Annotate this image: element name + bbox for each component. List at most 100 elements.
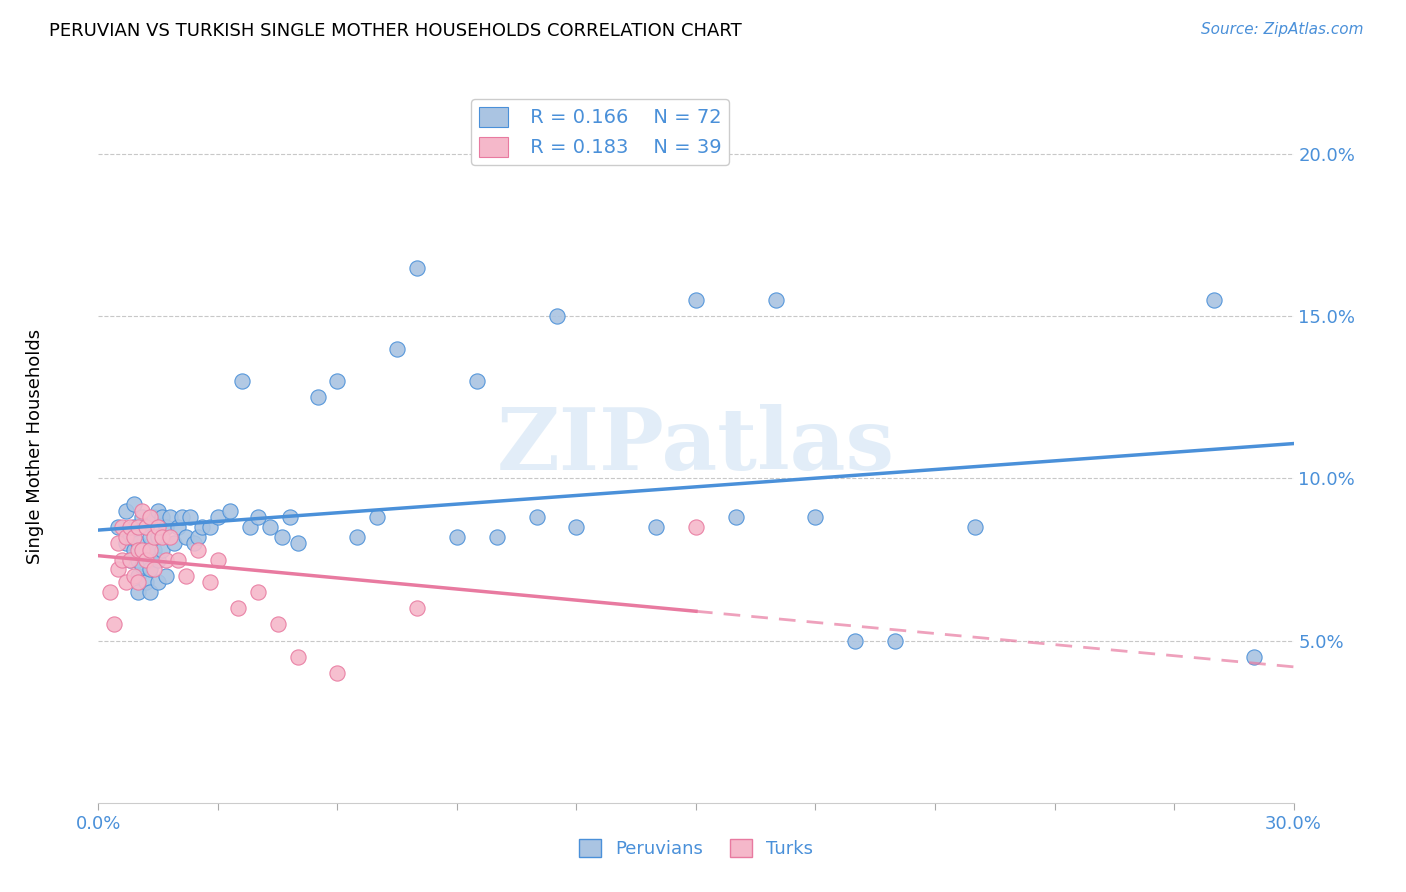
Point bbox=[124, 520, 146, 534]
Point bbox=[143, 562, 166, 576]
Point bbox=[406, 601, 429, 615]
Point bbox=[148, 504, 170, 518]
Point bbox=[127, 585, 149, 599]
Point bbox=[148, 520, 170, 534]
Point bbox=[198, 575, 221, 590]
Point bbox=[446, 530, 468, 544]
Point bbox=[1243, 649, 1265, 664]
Point bbox=[115, 504, 138, 518]
Point bbox=[124, 497, 146, 511]
Point bbox=[226, 601, 249, 615]
Text: ZIPatlas: ZIPatlas bbox=[496, 404, 896, 488]
Point bbox=[111, 552, 134, 566]
Point bbox=[270, 530, 292, 544]
Point bbox=[127, 542, 149, 557]
Point bbox=[127, 568, 149, 582]
Point bbox=[174, 530, 197, 544]
Point bbox=[198, 520, 221, 534]
Point bbox=[143, 542, 166, 557]
Text: Single Mother Households: Single Mother Households bbox=[27, 328, 44, 564]
Point bbox=[307, 390, 329, 404]
Point bbox=[139, 510, 162, 524]
Point bbox=[139, 562, 162, 576]
Point bbox=[139, 585, 162, 599]
Point bbox=[131, 504, 153, 518]
Point bbox=[120, 552, 142, 566]
Point bbox=[187, 530, 209, 544]
Point bbox=[143, 530, 166, 544]
Point bbox=[143, 510, 166, 524]
Point bbox=[103, 617, 125, 632]
Point bbox=[231, 374, 253, 388]
Point bbox=[115, 530, 138, 544]
Point bbox=[246, 510, 269, 524]
Point bbox=[804, 510, 827, 524]
Point bbox=[526, 510, 548, 524]
Point bbox=[174, 568, 197, 582]
Point bbox=[685, 293, 707, 307]
Point bbox=[120, 520, 142, 534]
Point bbox=[139, 530, 162, 544]
Point bbox=[135, 520, 157, 534]
Point bbox=[246, 585, 269, 599]
Point bbox=[1202, 293, 1225, 307]
Point bbox=[155, 520, 177, 534]
Point bbox=[155, 568, 177, 582]
Point bbox=[148, 530, 170, 544]
Legend: Peruvians, Turks: Peruvians, Turks bbox=[572, 831, 820, 865]
Point bbox=[135, 542, 157, 557]
Point bbox=[127, 520, 149, 534]
Point bbox=[406, 260, 429, 275]
Point bbox=[219, 504, 242, 518]
Point bbox=[546, 310, 568, 324]
Point bbox=[179, 510, 201, 524]
Point bbox=[120, 552, 142, 566]
Point bbox=[239, 520, 262, 534]
Point bbox=[159, 530, 181, 544]
Point bbox=[135, 575, 157, 590]
Point bbox=[120, 530, 142, 544]
Point bbox=[159, 510, 181, 524]
Point bbox=[685, 520, 707, 534]
Point bbox=[98, 585, 122, 599]
Point bbox=[267, 617, 290, 632]
Text: Source: ZipAtlas.com: Source: ZipAtlas.com bbox=[1201, 22, 1364, 37]
Point bbox=[565, 520, 588, 534]
Point bbox=[485, 530, 508, 544]
Point bbox=[326, 374, 349, 388]
Point bbox=[167, 520, 190, 534]
Point bbox=[278, 510, 301, 524]
Point bbox=[107, 562, 129, 576]
Point bbox=[645, 520, 668, 534]
Point bbox=[131, 559, 153, 574]
Point bbox=[183, 536, 205, 550]
Point bbox=[187, 542, 209, 557]
Point bbox=[135, 552, 157, 566]
Point bbox=[366, 510, 388, 524]
Point bbox=[191, 520, 214, 534]
Point bbox=[148, 575, 170, 590]
Point bbox=[844, 633, 866, 648]
Point bbox=[127, 575, 149, 590]
Point bbox=[326, 666, 349, 681]
Point bbox=[127, 552, 149, 566]
Point bbox=[139, 552, 162, 566]
Point bbox=[963, 520, 986, 534]
Point bbox=[150, 510, 173, 524]
Point bbox=[139, 542, 162, 557]
Point bbox=[385, 342, 409, 356]
Point bbox=[346, 530, 368, 544]
Point bbox=[131, 542, 153, 557]
Point bbox=[287, 536, 309, 550]
Point bbox=[155, 552, 177, 566]
Point bbox=[765, 293, 787, 307]
Point bbox=[150, 542, 173, 557]
Point bbox=[107, 520, 129, 534]
Point bbox=[724, 510, 747, 524]
Point bbox=[115, 575, 138, 590]
Point bbox=[207, 510, 229, 524]
Point bbox=[124, 568, 146, 582]
Point bbox=[465, 374, 488, 388]
Point bbox=[131, 510, 153, 524]
Point bbox=[287, 649, 309, 664]
